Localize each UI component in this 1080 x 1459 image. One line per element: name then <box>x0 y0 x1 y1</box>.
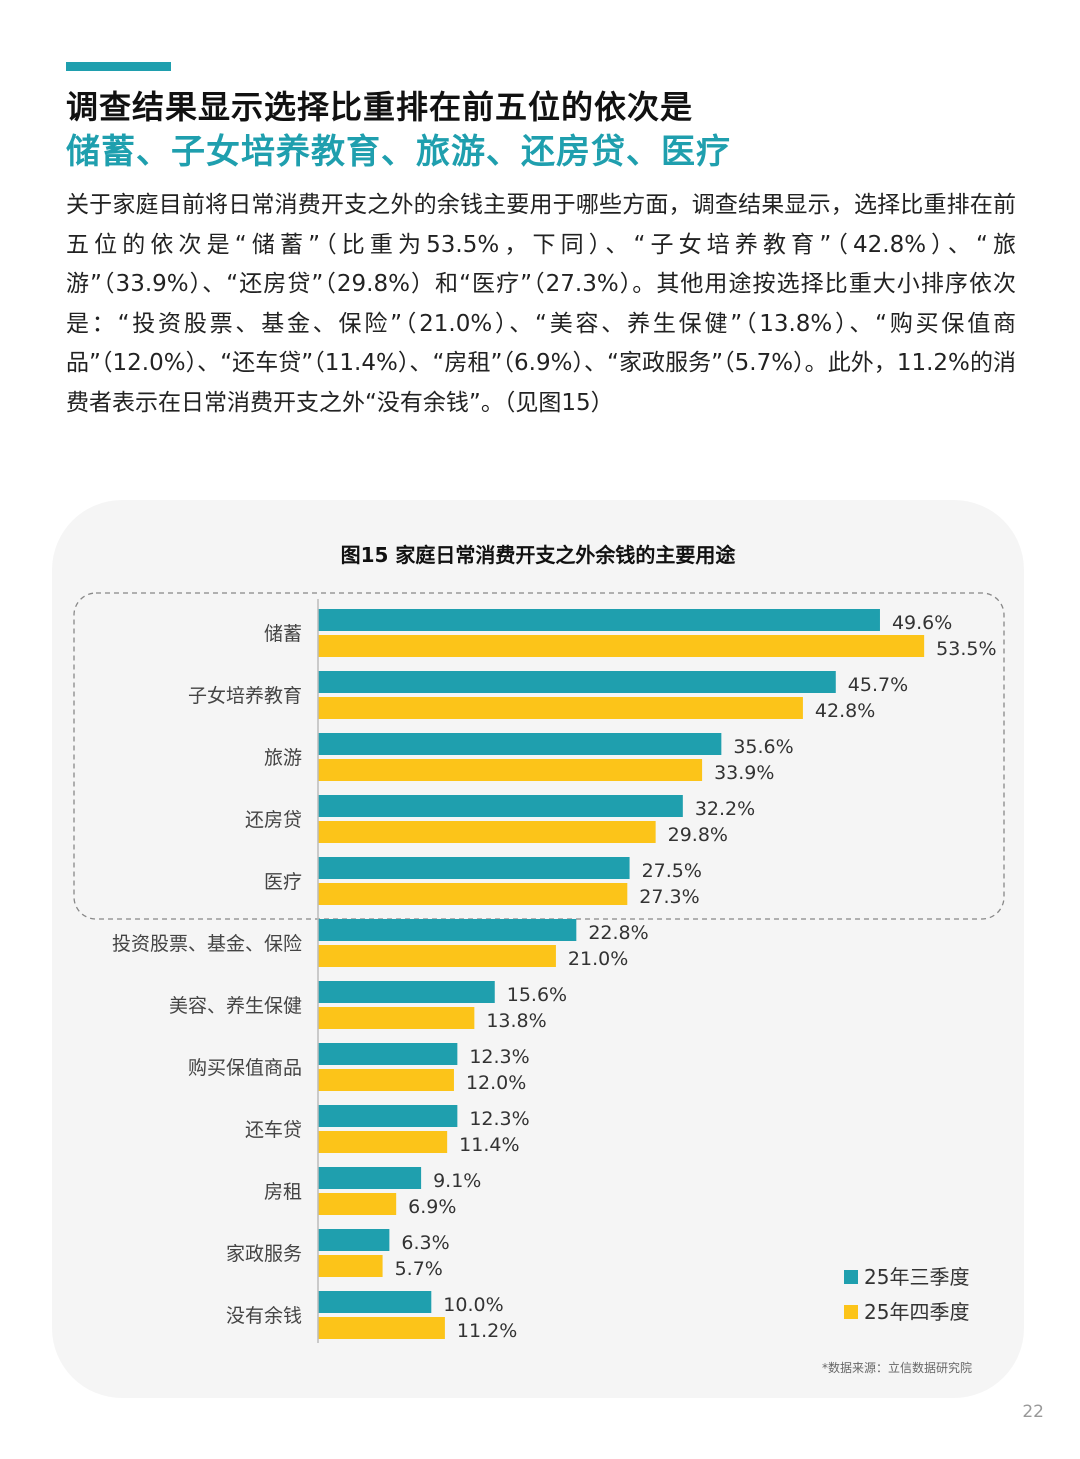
value-label: 13.8% <box>486 1010 546 1032</box>
value-label: 15.6% <box>507 984 567 1006</box>
value-label: 53.5% <box>936 638 996 660</box>
legend-swatch <box>844 1270 858 1284</box>
data-source-note: *数据来源：立信数据研究院 <box>822 1360 972 1375</box>
value-label: 11.2% <box>457 1320 517 1342</box>
value-label: 49.6% <box>892 612 952 634</box>
page-subtitle: 储蓄、子女培养教育、旅游、还房贷、医疗 <box>66 132 731 172</box>
bar-q3 <box>318 981 495 1003</box>
bar-q4 <box>318 1069 454 1091</box>
title-accent-bar <box>66 62 171 71</box>
bar-q4 <box>318 635 925 657</box>
category-label: 家政服务 <box>226 1243 302 1265</box>
bar-q3 <box>318 919 577 941</box>
category-label: 旅游 <box>264 747 302 769</box>
value-label: 12.3% <box>469 1046 529 1068</box>
chart-title: 图15 家庭日常消费开支之外余钱的主要用途 <box>341 543 737 567</box>
bar-q4 <box>318 759 703 781</box>
bar-q3 <box>318 1291 432 1313</box>
category-label: 购买保值商品 <box>188 1057 302 1079</box>
category-label: 医疗 <box>264 871 302 893</box>
intro-paragraph: 关于家庭目前将日常消费开支之外的余钱主要用于哪些方面，调查结果显示，选择比重排在… <box>66 192 1016 416</box>
bar-q4 <box>318 1131 448 1153</box>
value-label: 9.1% <box>433 1170 481 1192</box>
bar-q4 <box>318 697 803 719</box>
top-five-highlight-box <box>73 592 1005 920</box>
bar-q3 <box>318 1043 458 1065</box>
bar-q4 <box>318 945 556 967</box>
value-label: 6.9% <box>408 1196 456 1218</box>
value-label: 6.3% <box>401 1232 449 1254</box>
page-title: 调查结果显示选择比重排在前五位的依次是 <box>66 88 694 126</box>
bar-q3 <box>318 1105 458 1127</box>
page-number: 22 <box>1022 1402 1044 1422</box>
bar-q4 <box>318 883 628 905</box>
value-label: 10.0% <box>443 1294 503 1316</box>
value-label: 27.5% <box>642 860 702 882</box>
legend-label: 25年三季度 <box>864 1265 969 1289</box>
category-label: 房租 <box>264 1181 302 1203</box>
bar-q4 <box>318 821 656 843</box>
category-label: 还房贷 <box>245 809 302 831</box>
bar-q3 <box>318 609 880 631</box>
value-label: 11.4% <box>459 1134 519 1156</box>
value-label: 45.7% <box>848 674 908 696</box>
value-label: 29.8% <box>668 824 728 846</box>
category-label: 没有余钱 <box>226 1305 302 1327</box>
bar-q3 <box>318 1167 422 1189</box>
bar-q4 <box>318 1317 445 1339</box>
bar-q3 <box>318 671 836 693</box>
chart-panel: 图15 家庭日常消费开支之外余钱的主要用途储蓄 49.6% 53.5% 子女培养教育 4… <box>52 500 1024 1398</box>
category-label: 子女培养教育 <box>188 685 302 707</box>
value-label: 12.3% <box>469 1108 529 1130</box>
value-label: 12.0% <box>466 1072 526 1094</box>
category-label: 美容、养生保健 <box>169 995 302 1017</box>
value-label: 5.7% <box>395 1258 443 1280</box>
value-label: 42.8% <box>815 700 875 722</box>
value-label: 32.2% <box>695 798 755 820</box>
category-label: 还车贷 <box>245 1119 302 1141</box>
legend-label: 25年四季度 <box>864 1300 969 1324</box>
bar-q3 <box>318 733 722 755</box>
bar-q3 <box>318 795 683 817</box>
value-label: 22.8% <box>588 922 648 944</box>
legend-swatch <box>844 1305 858 1319</box>
bar-q3 <box>318 857 630 879</box>
bar-q3 <box>318 1229 390 1251</box>
value-label: 35.6% <box>733 736 793 758</box>
bar-q4 <box>318 1255 383 1277</box>
bar-q4 <box>318 1007 475 1029</box>
value-label: 27.3% <box>639 886 699 908</box>
category-label: 投资股票、基金、保险 <box>112 933 302 955</box>
value-label: 33.9% <box>714 762 774 784</box>
value-label: 21.0% <box>568 948 628 970</box>
category-label: 储蓄 <box>264 623 302 645</box>
bar-q4 <box>318 1193 397 1215</box>
